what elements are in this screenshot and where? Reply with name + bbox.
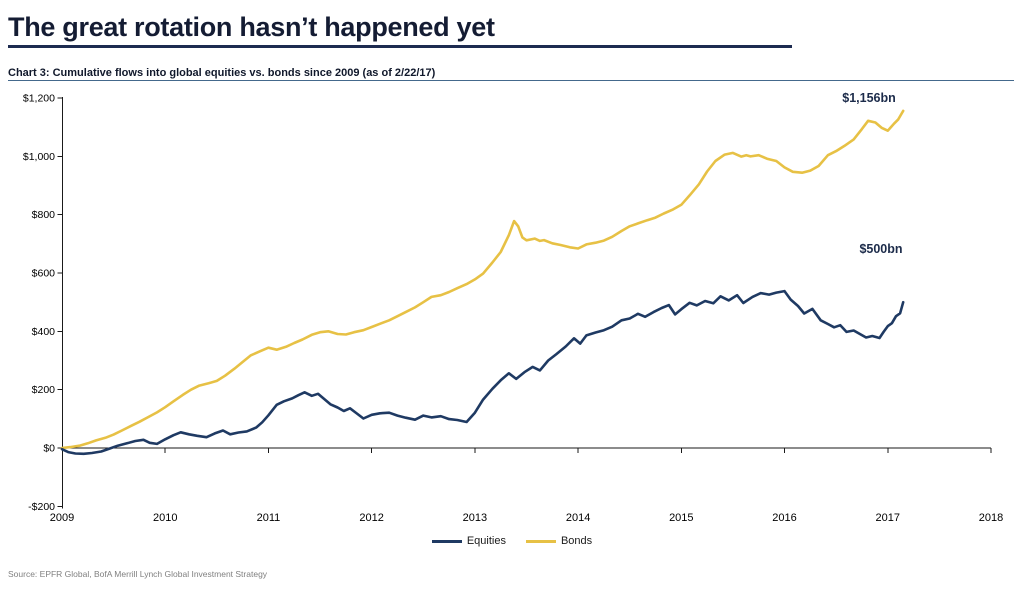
x-tick-label: 2014 bbox=[566, 512, 590, 524]
legend-item-equities: Equities bbox=[431, 535, 506, 547]
page-title: The great rotation hasn’t happened yet bbox=[8, 12, 495, 42]
equities-end-value-label: $500bn bbox=[859, 242, 903, 256]
bonds-line bbox=[60, 109, 905, 450]
source-note: Source: EPFR Global, BofA Merrill Lynch … bbox=[8, 569, 268, 579]
chart-heading-underline bbox=[8, 80, 1014, 82]
x-tick-label: 2018 bbox=[979, 512, 1003, 524]
legend-item-bonds: Bonds bbox=[525, 535, 593, 547]
y-tick-label: $200 bbox=[32, 384, 56, 396]
y-tick-label: $400 bbox=[32, 326, 56, 338]
bonds-end-value-label: $1,156bn bbox=[842, 91, 896, 105]
x-tick-label: 2015 bbox=[669, 512, 693, 524]
x-tick-label: 2011 bbox=[257, 512, 281, 524]
y-tick-label: $800 bbox=[32, 209, 56, 221]
y-tick-label: $1,200 bbox=[23, 93, 55, 105]
equities-line bbox=[60, 289, 905, 456]
x-tick-label: 2017 bbox=[876, 512, 900, 524]
chart-heading: Chart 3: Cumulative flows into global eq… bbox=[8, 67, 436, 79]
legend-label-equities: Equities bbox=[466, 535, 506, 547]
equities-line-swatch bbox=[431, 539, 462, 543]
y-tick-label: $600 bbox=[32, 268, 56, 280]
y-tick-label: $1,000 bbox=[23, 151, 55, 163]
y-tick-label: $0 bbox=[43, 443, 55, 455]
x-tick-label: 2016 bbox=[772, 512, 796, 524]
y-tick-label: -$200 bbox=[28, 501, 55, 513]
x-tick-label: 2010 bbox=[153, 512, 177, 524]
legend-label-bonds: Bonds bbox=[560, 535, 593, 547]
x-tick-label: 2013 bbox=[463, 512, 487, 524]
x-tick-label: 2012 bbox=[359, 512, 383, 524]
x-tick-label: 2009 bbox=[50, 512, 74, 524]
bonds-line-swatch bbox=[525, 539, 556, 543]
title-underline bbox=[8, 45, 792, 48]
chart-legend: Equities Bonds bbox=[0, 535, 1024, 547]
